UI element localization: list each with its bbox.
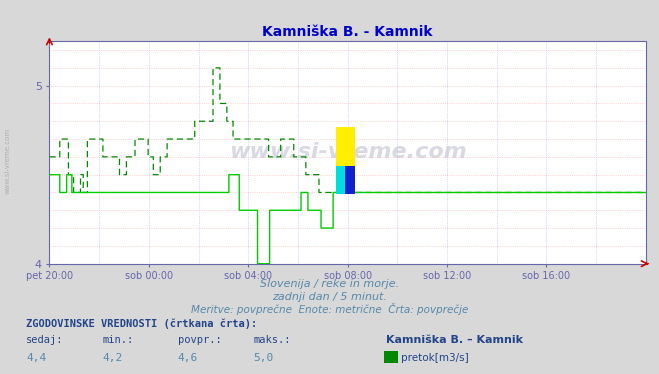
Bar [345, 166, 355, 194]
Text: maks.:: maks.: [254, 335, 291, 345]
Text: pretok[m3/s]: pretok[m3/s] [401, 353, 469, 363]
Text: www.si-vreme.com: www.si-vreme.com [5, 128, 11, 194]
Text: sedaj:: sedaj: [26, 335, 64, 345]
Text: 4,2: 4,2 [102, 353, 123, 363]
Title: Kamniška B. - Kamnik: Kamniška B. - Kamnik [262, 25, 433, 39]
Text: zadnji dan / 5 minut.: zadnji dan / 5 minut. [272, 292, 387, 302]
Text: ZGODOVINSKE VREDNOSTI (črtkana črta):: ZGODOVINSKE VREDNOSTI (črtkana črta): [26, 319, 258, 329]
Text: www.si-vreme.com: www.si-vreme.com [229, 142, 467, 162]
Bar [336, 126, 355, 166]
Text: 4,4: 4,4 [26, 353, 47, 363]
Text: Slovenija / reke in morje.: Slovenija / reke in morje. [260, 279, 399, 289]
Text: Meritve: povprečne  Enote: metrične  Črta: povprečje: Meritve: povprečne Enote: metrične Črta:… [191, 303, 468, 315]
Bar [336, 166, 345, 194]
Text: Kamniška B. – Kamnik: Kamniška B. – Kamnik [386, 335, 523, 345]
Text: min.:: min.: [102, 335, 133, 345]
Text: 5,0: 5,0 [254, 353, 274, 363]
Text: 4,6: 4,6 [178, 353, 198, 363]
Text: povpr.:: povpr.: [178, 335, 221, 345]
